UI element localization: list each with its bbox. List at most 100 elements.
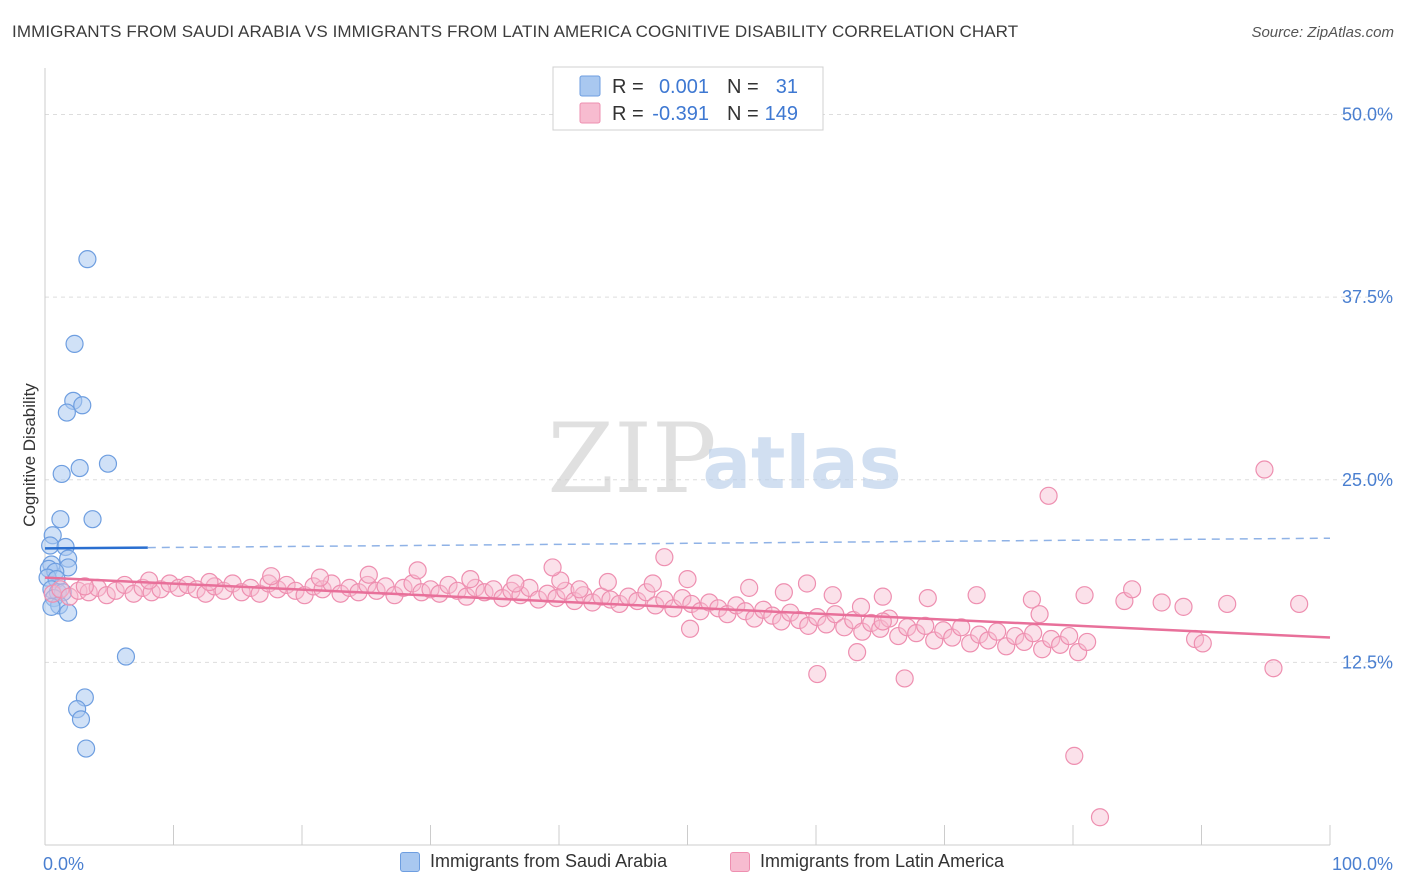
chart-title: IMMIGRANTS FROM SAUDI ARABIA VS IMMIGRAN… xyxy=(12,22,1019,41)
saudi-arabia-point xyxy=(57,403,76,422)
latin-america-point xyxy=(918,588,937,608)
latin-america-point xyxy=(97,586,116,605)
latin-america-point xyxy=(598,572,617,592)
saudi-arabia-point xyxy=(59,603,78,622)
saudi-arabia-point xyxy=(116,647,136,666)
saudi-arabia-point xyxy=(65,334,84,353)
saudi-arabia-point xyxy=(83,510,102,529)
latin-america-point xyxy=(1022,590,1041,609)
latin-america-point xyxy=(678,570,697,589)
latin-america-point xyxy=(466,578,485,597)
latin-america-point xyxy=(331,584,350,603)
latin-america-point xyxy=(1069,643,1088,662)
y-axis-label: Cognitive Disability xyxy=(20,383,39,527)
saudi-arabia-trend-solid xyxy=(44,546,148,550)
latin-america-point xyxy=(1174,597,1193,616)
saudi-arabia-point xyxy=(41,536,60,555)
watermark-zip: ZIP xyxy=(547,403,716,515)
watermark: ZIP atlas xyxy=(547,403,901,515)
watermark-atlas: atlas xyxy=(702,421,901,505)
latin-america-point xyxy=(740,578,759,597)
latin-america-point xyxy=(1255,460,1274,479)
saudi-arabia-point xyxy=(71,710,91,729)
legend-item-saudi-arabia[interactable]: Immigrants from Saudi Arabia xyxy=(400,851,667,872)
latin-america-point xyxy=(262,567,281,586)
latin-america-point xyxy=(60,587,79,606)
latin-america-point xyxy=(367,581,386,600)
legend-swatch-pink xyxy=(730,851,750,872)
legend-item-latin-america[interactable]: Immigrants from Latin America xyxy=(730,851,1004,872)
y-tick-label: 25.0% xyxy=(1342,470,1393,490)
legend-r-value-1: 0.001 xyxy=(659,76,709,98)
axes xyxy=(44,68,1331,846)
series-saudi-arabia-points xyxy=(38,250,136,758)
latin-america-point xyxy=(680,619,700,638)
latin-america-point xyxy=(124,584,143,603)
latin-america-point xyxy=(106,581,125,600)
latin-america-point xyxy=(439,575,458,595)
latin-america-point xyxy=(1075,586,1094,605)
latin-america-point xyxy=(967,586,986,605)
saudi-arabia-point xyxy=(51,510,70,529)
legend-label-latin-america: Immigrants from Latin America xyxy=(760,851,1005,871)
latin-america-point xyxy=(200,572,219,592)
latin-america-point xyxy=(448,581,467,600)
legend-r-label-1: R = xyxy=(612,76,644,98)
latin-america-point xyxy=(970,625,989,644)
latin-america-point xyxy=(359,565,378,584)
latin-america-point xyxy=(797,574,817,593)
latin-america-point xyxy=(988,622,1007,641)
latin-america-point xyxy=(1033,640,1052,659)
latin-america-point xyxy=(1193,634,1212,653)
trend-lines xyxy=(44,537,1331,639)
latin-america-point xyxy=(421,580,440,599)
latin-america-trend xyxy=(44,576,1331,639)
y-tick-label: 50.0% xyxy=(1342,105,1393,125)
latin-america-point xyxy=(952,618,971,637)
latin-america-point xyxy=(394,578,413,597)
latin-america-point xyxy=(1218,594,1237,614)
saudi-arabia-point xyxy=(52,464,71,484)
latin-america-point xyxy=(655,548,674,567)
legend-swatch-blue xyxy=(400,851,420,872)
latin-america-point xyxy=(543,558,562,577)
legend-r-value-2: -0.391 xyxy=(652,103,709,125)
legend-n-value-1: 31 xyxy=(776,76,798,98)
latin-america-point xyxy=(1042,629,1061,649)
saudi-arabia-point xyxy=(70,458,89,478)
latin-america-point xyxy=(916,616,935,635)
legend-n-label-2: N = xyxy=(727,103,759,125)
latin-america-point xyxy=(862,613,881,633)
y-tick-labels: 12.5% 25.0% 37.5% 50.0% xyxy=(1342,105,1393,673)
latin-america-point xyxy=(250,584,269,603)
series-latin-america-points xyxy=(43,460,1309,827)
saudi-arabia-point xyxy=(98,454,118,473)
latin-america-point xyxy=(851,597,871,616)
gridlines xyxy=(45,114,1392,663)
latin-america-point xyxy=(1060,626,1079,646)
saudi-arabia-trend-dashed xyxy=(147,537,1331,549)
latin-america-point xyxy=(1078,632,1097,652)
legend-n-value-2: 149 xyxy=(765,103,798,125)
source-label: Source: ZipAtlas.com xyxy=(1251,24,1394,41)
saudi-arabia-point xyxy=(77,739,96,758)
legend-swatch-latin xyxy=(579,102,601,124)
y-tick-label: 37.5% xyxy=(1342,287,1393,307)
latin-america-point xyxy=(461,570,480,589)
x-tick-label-min: 0.0% xyxy=(43,854,84,874)
latin-america-point xyxy=(506,574,525,593)
latin-america-point xyxy=(1123,580,1142,599)
latin-america-point xyxy=(925,631,944,650)
legend-swatch-saudi xyxy=(579,75,601,97)
latin-america-point xyxy=(790,610,809,630)
latin-america-point xyxy=(408,561,427,580)
latin-america-point xyxy=(1039,486,1058,505)
latin-america-point xyxy=(1030,605,1049,624)
correlation-legend: R = 0.001 N = 31 R = -0.391 N = 149 xyxy=(552,66,824,131)
latin-america-point xyxy=(1065,746,1084,765)
latin-america-point xyxy=(556,581,575,600)
latin-america-point xyxy=(848,643,867,662)
latin-america-point xyxy=(817,615,836,634)
legend-r-label-2: R = xyxy=(612,103,644,125)
